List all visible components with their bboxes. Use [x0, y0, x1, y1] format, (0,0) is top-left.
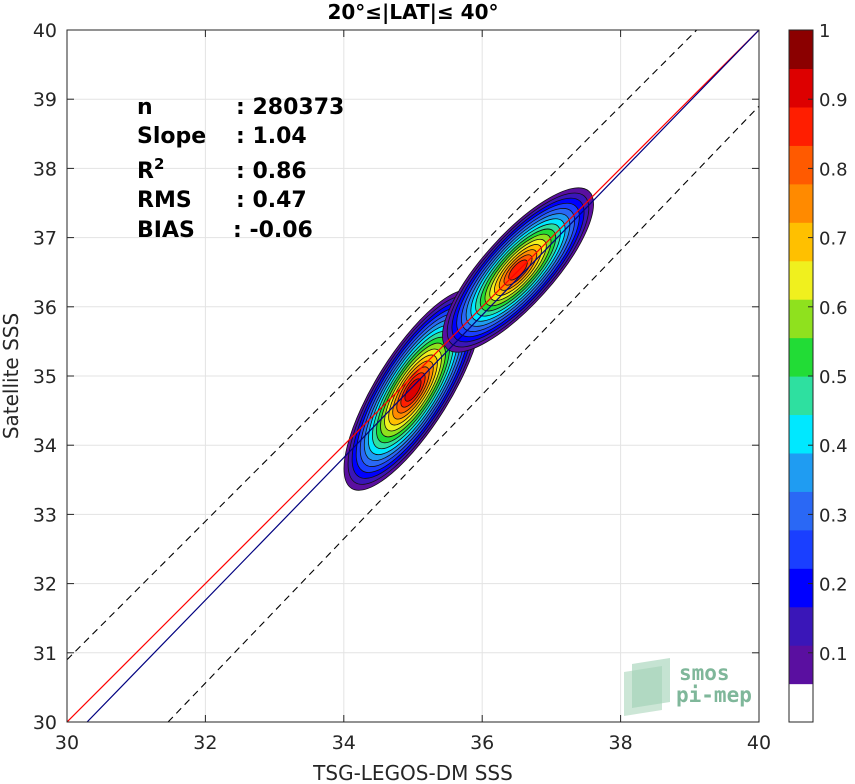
y-tick-label: 36	[33, 297, 57, 319]
density-contours	[67, 30, 759, 722]
x-axis-label: TSG-LEGOS-DM SSS	[312, 761, 513, 784]
colorbar-segment	[789, 568, 813, 608]
logo-text-line2: pi-mep	[676, 683, 752, 707]
colorbar-segment	[789, 30, 813, 70]
stats-box: n : 280373 Slope : 1.04 R2 : 0.86 RMS : …	[137, 95, 344, 243]
stat-rms-label: RMS	[137, 188, 192, 213]
colorbar-segment	[789, 106, 813, 146]
stat-bias-label: BIAS	[137, 218, 195, 243]
stat-bias-value: : -0.06	[233, 218, 313, 243]
stat-r2-superscript: 2	[154, 155, 164, 173]
colorbar-segment	[789, 299, 813, 339]
colorbar-segment	[789, 414, 813, 454]
colorbar-tick-label: 0.3	[819, 505, 848, 526]
stat-rms-value: : 0.47	[236, 188, 307, 213]
colorbar-tick-label: 0.7	[819, 229, 848, 250]
x-tick-label: 34	[332, 732, 356, 754]
y-axis-ticks: 30 31 32 33 34 35 36 37 38 39 40	[33, 20, 759, 734]
colorbar-segment	[789, 683, 813, 723]
y-tick-label: 37	[33, 228, 57, 250]
colorbar-tick-label: 0.6	[819, 298, 848, 319]
x-tick-label: 38	[609, 732, 633, 754]
stat-r2-value: : 0.86	[236, 159, 307, 184]
y-axis-label: Satellite SSS	[0, 313, 23, 439]
upper-bound-line	[67, 30, 698, 661]
colorbar-tick-label: 0.1	[819, 644, 848, 665]
stat-slope-label: Slope	[137, 124, 206, 149]
colorbar-segment	[789, 529, 813, 569]
colorbar-segment	[789, 606, 813, 646]
colorbar-segment	[789, 145, 813, 185]
colorbar-tick-label: 0.4	[819, 436, 848, 457]
colorbar-tick-label: 0.2	[819, 575, 848, 596]
y-tick-label: 38	[33, 158, 57, 180]
regression-line	[86, 30, 759, 722]
x-tick-label: 30	[55, 732, 79, 754]
y-tick-label: 30	[33, 712, 57, 734]
colorbar-segment	[789, 260, 813, 300]
x-axis-ticks: 30 32 34 36 38 40	[55, 30, 771, 754]
chart-title: 20°≤|LAT|≤ 40°	[327, 0, 498, 24]
logo-text-line1: smos	[679, 661, 730, 685]
colorbar-segment	[789, 337, 813, 377]
y-tick-label: 32	[33, 574, 57, 596]
colorbar-ticks: 0.1 0.2 0.3 0.4 0.5 0.6 0.7 0.8 0.9 1	[808, 21, 848, 665]
smos-pi-mep-logo: smos pi-mep	[624, 658, 752, 716]
colorbar-segment	[789, 222, 813, 262]
y-tick-label: 31	[33, 643, 57, 665]
stat-r2-label: R2	[137, 155, 164, 184]
colorbar-segment	[789, 376, 813, 416]
one-to-one-line	[67, 30, 759, 722]
colorbar-segment	[789, 68, 813, 108]
colorbar-segment	[789, 491, 813, 531]
colorbar-segment	[789, 452, 813, 492]
stat-slope-value: : 1.04	[236, 124, 307, 149]
colorbar-tick-label: 1	[819, 21, 830, 42]
y-tick-label: 35	[33, 366, 57, 388]
lower-bound-line	[167, 105, 759, 722]
y-tick-label: 34	[33, 435, 57, 457]
colorbar-tick-label: 0.5	[819, 367, 848, 388]
colorbar-segment	[789, 183, 813, 223]
stat-r2-letter: R	[137, 159, 154, 184]
y-tick-label: 40	[33, 20, 57, 42]
colorbar	[789, 30, 813, 723]
colorbar-tick-label: 0.9	[819, 90, 848, 111]
colorbar-segment	[789, 645, 813, 685]
y-tick-label: 39	[33, 89, 57, 111]
x-tick-label: 32	[193, 732, 217, 754]
x-tick-label: 40	[747, 732, 771, 754]
y-tick-label: 33	[33, 504, 57, 526]
stat-n-label: n	[137, 95, 153, 120]
colorbar-tick-label: 0.8	[819, 159, 848, 180]
x-tick-label: 36	[470, 732, 494, 754]
logo-wave-icon-2	[632, 658, 670, 708]
stat-n-value: : 280373	[236, 95, 344, 120]
